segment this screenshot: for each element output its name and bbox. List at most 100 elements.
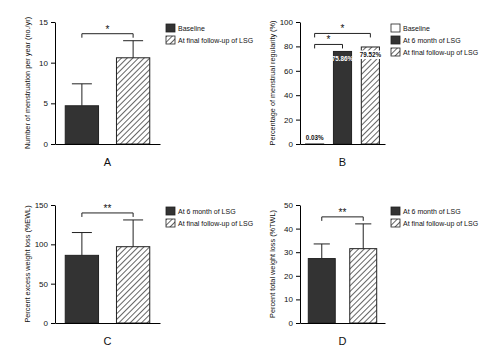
tick: 100: [35, 240, 55, 249]
tick-label: 50: [284, 201, 293, 210]
panel: 051015Number of menstruation per year (n…: [23, 17, 253, 168]
data-label: 0.03%: [306, 134, 324, 141]
tick-mark: [51, 103, 55, 104]
tick: 30: [284, 248, 300, 257]
significance-label: *: [341, 23, 345, 34]
legend-label: At final follow-up of LSG: [178, 37, 253, 45]
panel: 01020304050Percent total weight loss (%T…: [268, 201, 478, 347]
significance-bracket: *: [315, 23, 371, 37]
error-bar-stem: [321, 244, 322, 259]
legend-item: At 6 month of LSG: [391, 36, 461, 44]
tick-mark: [51, 284, 55, 285]
tick: 10: [284, 295, 300, 304]
legend-swatch: [166, 24, 175, 32]
tick-label: 20: [284, 116, 293, 125]
tick-label: 40: [284, 225, 293, 234]
tick-label: 60: [284, 67, 293, 76]
tick-label: 0: [289, 319, 294, 328]
legend-item: At 6 month of LSG: [166, 207, 236, 215]
legend-label: At final follow-up of LSG: [403, 220, 478, 228]
tick: 10: [39, 59, 55, 68]
tick-label: 0: [44, 140, 49, 149]
axis-line: [55, 23, 56, 145]
error-bar-cap: [72, 83, 92, 84]
tick-label: 100: [280, 18, 294, 27]
tick-label: 0: [44, 319, 49, 328]
error-bar-cap: [123, 40, 143, 41]
significance-bracket: *: [82, 24, 133, 38]
tick-label: 10: [284, 295, 293, 304]
legend: At 6 month of LSGAt final follow-up of L…: [166, 207, 253, 228]
error-bar-cap: [314, 243, 330, 244]
tick-label: 0: [289, 140, 294, 149]
tick-mark: [296, 120, 300, 121]
error-bar-stem: [133, 220, 134, 247]
legend-swatch: [391, 219, 400, 227]
axis-line: [56, 144, 161, 145]
tick-mark: [51, 22, 55, 23]
panel: 020406080100Percentage of menstrual regu…: [268, 18, 478, 168]
error-bar-stem: [133, 41, 134, 58]
tick-label: 80: [284, 42, 293, 51]
bar: [333, 51, 351, 144]
bar: [308, 259, 335, 323]
tick: 100: [280, 18, 300, 27]
tick-mark: [51, 244, 55, 245]
legend-label: At 6 month of LSG: [178, 208, 236, 215]
tick-label: 5: [44, 99, 49, 108]
error-bar-stem: [363, 224, 364, 249]
plot-area: [65, 41, 150, 144]
data-label: 75.86%: [332, 55, 354, 62]
error-bar: [72, 84, 92, 106]
tick: 5: [44, 99, 55, 108]
tick-mark: [296, 144, 300, 145]
bar: [361, 47, 379, 144]
y-axis: 0 10 20 30 40 50: [284, 201, 300, 328]
significance-bracket: **: [322, 207, 363, 221]
error-bar-cap: [72, 232, 92, 233]
panel-title: D: [339, 335, 347, 347]
bar: [116, 58, 149, 144]
tick-mark: [51, 205, 55, 206]
tick-mark: [296, 276, 300, 277]
error-bar-stem: [81, 84, 82, 106]
tick-label: 20: [284, 272, 293, 281]
legend-item: At final follow-up of LSG: [391, 219, 478, 228]
figure: 051015Number of menstruation per year (n…: [0, 0, 500, 353]
tick-mark: [296, 252, 300, 253]
legend-swatch: [391, 207, 400, 215]
y-axis: 0 20 40 60 80 100: [280, 18, 301, 149]
legend-label: Baseline: [403, 25, 430, 32]
legend-swatch: [166, 207, 175, 215]
tick-label: 10: [39, 59, 48, 68]
tick: 40: [284, 225, 300, 234]
tick-mark: [296, 22, 300, 23]
axis-line: [300, 23, 301, 145]
legend-label: Baseline: [178, 25, 205, 32]
tick-label: 30: [284, 248, 293, 257]
y-axis-title: Number of menstruation per year (no./yr): [23, 17, 32, 149]
panel-title: B: [339, 156, 346, 168]
tick: 40: [284, 91, 300, 100]
bar: [65, 106, 98, 144]
x-axis: [301, 323, 386, 324]
axis-line: [301, 144, 386, 145]
legend-item: At 6 month of LSG: [391, 207, 461, 215]
axis-line: [56, 323, 161, 324]
plot-area: [306, 47, 380, 144]
tick: 60: [284, 67, 300, 76]
legend: At 6 month of LSG At final follow-up of L…: [391, 207, 478, 228]
tick: 150: [35, 201, 55, 210]
tick: 50: [284, 201, 300, 210]
significance-label: **: [104, 203, 112, 214]
tick-mark: [296, 205, 300, 206]
tick-label: 40: [284, 91, 293, 100]
bar: [116, 247, 149, 323]
significance-bracket: **: [82, 203, 133, 217]
significance-label: *: [327, 34, 331, 45]
tick: 0: [289, 140, 300, 149]
y-axis-title: Percent excess weight loss (%EWL): [23, 205, 32, 322]
x-axis: [56, 144, 161, 145]
tick: 0: [44, 319, 55, 328]
legend-swatch: [166, 36, 175, 44]
